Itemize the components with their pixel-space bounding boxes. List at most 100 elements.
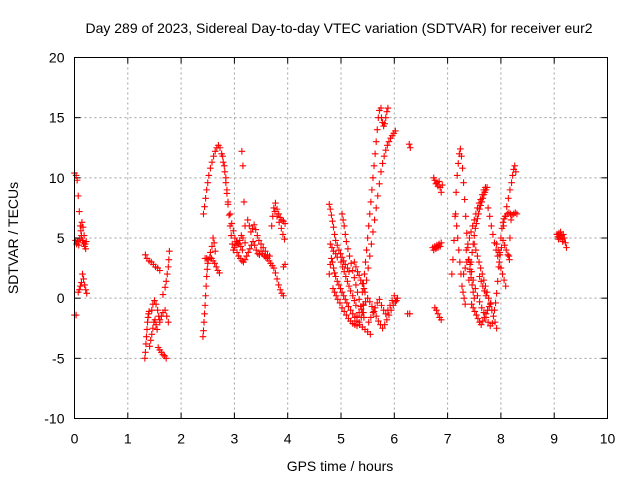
data-point bbox=[271, 208, 279, 215]
data-point bbox=[227, 232, 235, 239]
data-point bbox=[141, 355, 149, 362]
data-point bbox=[230, 227, 237, 235]
data-point bbox=[377, 104, 385, 112]
data-point bbox=[72, 311, 80, 319]
data-point bbox=[357, 305, 365, 313]
data-point bbox=[272, 269, 279, 277]
data-point bbox=[486, 213, 494, 220]
data-points bbox=[71, 104, 570, 362]
data-point bbox=[452, 188, 460, 196]
data-point bbox=[200, 318, 208, 326]
data-point bbox=[344, 264, 351, 272]
data-point bbox=[251, 241, 258, 249]
data-point bbox=[240, 198, 248, 206]
data-point bbox=[250, 221, 258, 229]
data-point bbox=[469, 304, 477, 312]
data-point bbox=[506, 234, 514, 242]
data-point bbox=[202, 292, 209, 300]
data-point bbox=[378, 302, 385, 309]
data-point bbox=[347, 259, 355, 267]
data-point bbox=[450, 237, 458, 244]
data-point bbox=[360, 314, 368, 321]
data-point bbox=[459, 288, 467, 296]
data-point bbox=[345, 303, 352, 310]
data-point bbox=[361, 270, 368, 278]
data-point bbox=[493, 324, 500, 332]
data-point bbox=[243, 252, 250, 260]
data-point bbox=[382, 310, 390, 318]
data-point bbox=[212, 263, 220, 271]
data-point bbox=[371, 304, 379, 312]
x-tick-label: 2 bbox=[177, 431, 185, 447]
data-point bbox=[199, 333, 207, 340]
data-point bbox=[75, 286, 83, 294]
data-point bbox=[366, 252, 374, 260]
data-point bbox=[471, 308, 479, 315]
data-point bbox=[325, 270, 333, 278]
data-point bbox=[434, 310, 442, 318]
data-point bbox=[483, 184, 491, 191]
data-point bbox=[239, 246, 246, 254]
y-tick-label: 0 bbox=[57, 290, 65, 306]
data-point bbox=[375, 317, 382, 325]
data-point bbox=[373, 299, 381, 307]
data-point bbox=[143, 333, 150, 340]
y-tick-labels: -10 -5 0 5 10 15 20 bbox=[44, 50, 64, 427]
data-point bbox=[478, 304, 486, 312]
data-point bbox=[82, 238, 90, 245]
data-point bbox=[74, 192, 82, 200]
data-point bbox=[220, 162, 228, 170]
data-point bbox=[379, 324, 386, 332]
data-point bbox=[249, 225, 256, 232]
data-point bbox=[159, 291, 167, 298]
data-point bbox=[453, 172, 461, 179]
data-point bbox=[257, 240, 265, 248]
y-tick-label: -10 bbox=[44, 411, 64, 427]
data-point bbox=[219, 152, 226, 160]
data-point bbox=[208, 243, 216, 250]
data-point bbox=[377, 168, 385, 176]
data-point bbox=[339, 263, 346, 271]
data-point bbox=[363, 276, 370, 284]
data-point bbox=[563, 244, 570, 251]
x-tick-label: 8 bbox=[497, 431, 505, 447]
data-point bbox=[435, 178, 443, 185]
data-point bbox=[478, 198, 486, 206]
data-point bbox=[476, 205, 483, 213]
data-point bbox=[500, 276, 508, 284]
data-point bbox=[201, 302, 209, 309]
data-point bbox=[231, 234, 239, 242]
data-point bbox=[247, 228, 255, 236]
data-point bbox=[474, 315, 482, 322]
data-point bbox=[332, 273, 339, 280]
data-point bbox=[406, 144, 414, 152]
data-point bbox=[351, 297, 358, 304]
data-point bbox=[385, 311, 393, 319]
data-point bbox=[506, 186, 514, 194]
data-point bbox=[281, 235, 288, 243]
data-point bbox=[457, 145, 464, 153]
data-point bbox=[455, 246, 463, 254]
data-point bbox=[349, 310, 357, 318]
data-point bbox=[80, 232, 88, 239]
data-point bbox=[238, 148, 246, 155]
data-point bbox=[354, 268, 361, 275]
data-point bbox=[363, 246, 370, 254]
data-point bbox=[405, 140, 413, 148]
data-point bbox=[501, 241, 508, 249]
data-point bbox=[340, 222, 348, 230]
data-point bbox=[77, 282, 84, 290]
data-point bbox=[211, 247, 219, 255]
data-point bbox=[347, 306, 354, 314]
data-point bbox=[461, 264, 469, 272]
data-point bbox=[437, 316, 445, 324]
data-point bbox=[329, 217, 336, 225]
data-point bbox=[153, 326, 161, 333]
x-tick-labels: 0 1 2 3 4 5 6 7 8 9 10 bbox=[71, 431, 616, 447]
data-point bbox=[557, 228, 564, 236]
data-point bbox=[470, 216, 478, 224]
data-point bbox=[328, 244, 336, 251]
data-point bbox=[357, 276, 365, 284]
data-point bbox=[152, 321, 160, 328]
data-point bbox=[513, 210, 521, 218]
